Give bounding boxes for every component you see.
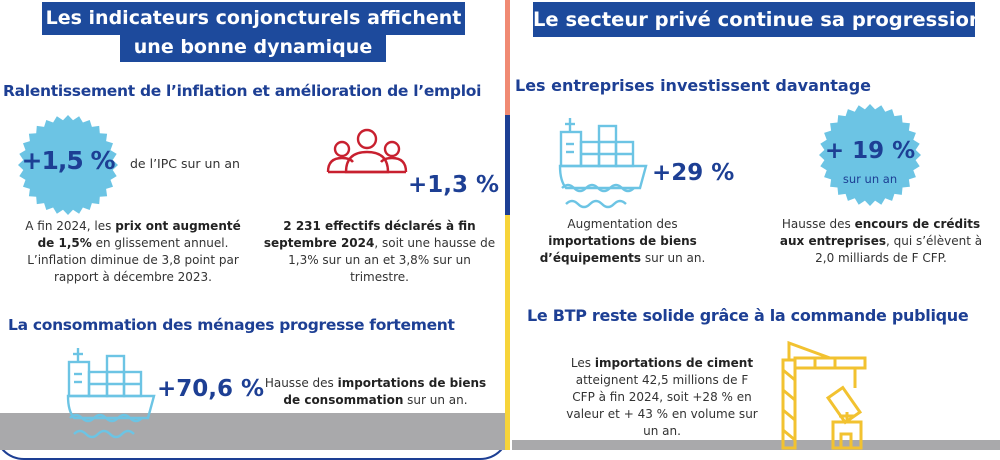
text: en glissement annuel. L’inflation diminu… (27, 236, 239, 284)
badge-caption-ipc: de l’IPC sur un an (130, 156, 240, 171)
text-bold: encours de crédits aux entreprises (779, 217, 981, 248)
left-header-line2: une bonne dynamique (120, 35, 386, 62)
badge-value-credits: + 19 % (824, 138, 916, 164)
inflation-description: A fin 2024, les prix ont augmenté de 1,5… (18, 218, 248, 286)
right-grey-band (512, 440, 1000, 450)
employment-description: 2 231 effectifs déclarés à fin septembre… (262, 218, 497, 286)
text: sur un an. (403, 393, 468, 407)
divider-strip (505, 115, 510, 215)
text-bold: importations de ciment (594, 356, 754, 370)
text: Augmentation des (567, 217, 678, 231)
text: sur un an. (641, 251, 706, 265)
badge-starburst (18, 115, 118, 215)
right-header: Le secteur privé continue sa progression (533, 2, 983, 37)
credits-description: Hausse des encours de crédits aux entrep… (775, 216, 987, 267)
left-panel (0, 0, 510, 460)
text-bold: importations de biens d’équipements (539, 234, 697, 265)
text: , soit une hausse de 1,3% sur un an et 3… (288, 236, 496, 284)
divider-strip (505, 215, 510, 450)
section-title-inflation: Ralentissement de l’inflation et amélior… (3, 82, 482, 100)
badge-caption-credits: sur un an (842, 172, 898, 186)
cement-description: Les importations de ciment atteignent 42… (563, 355, 761, 440)
consumption-description: Hausse des importations de biens de cons… (258, 375, 493, 409)
investment-description: Augmentation des importations de biens d… (535, 216, 710, 267)
crane-icon (781, 340, 867, 450)
divider-strip (505, 0, 510, 115)
text: atteignent 42,5 millions de F CFP à fin … (566, 373, 758, 438)
text: Hausse des (264, 376, 338, 390)
badge-value-ipc: +1,5 % (21, 146, 116, 175)
section-title-construction: Le BTP reste solide grâce à la commande … (527, 306, 969, 325)
employment-value: +1,3 % (408, 172, 500, 198)
text-bold: 2 231 effectifs déclarés à fin septembre… (263, 219, 476, 250)
left-header-line1: Les indicateurs conjoncturels affichent (42, 2, 465, 35)
section-title-consumption: La consommation des ménages progresse fo… (8, 316, 455, 334)
people-group-icon (326, 128, 408, 174)
consumption-value: +70,6 % (157, 376, 265, 402)
cargo-ship-icon (558, 118, 648, 209)
text-bold: prix ont augmenté de 1,5% (37, 219, 241, 250)
text: A fin 2024, les (25, 219, 116, 233)
badge-starburst (819, 104, 921, 206)
text: , qui s’élèvent à 2,0 milliards de F CFP… (815, 234, 983, 265)
text-bold: importations de biens de consommation (283, 376, 487, 407)
text: Hausse des (781, 217, 855, 231)
investment-value: +29 % (652, 160, 735, 186)
cargo-ship-icon (66, 348, 156, 439)
section-title-investment: Les entreprises investissent davantage (515, 76, 872, 95)
text: Les (570, 356, 595, 370)
